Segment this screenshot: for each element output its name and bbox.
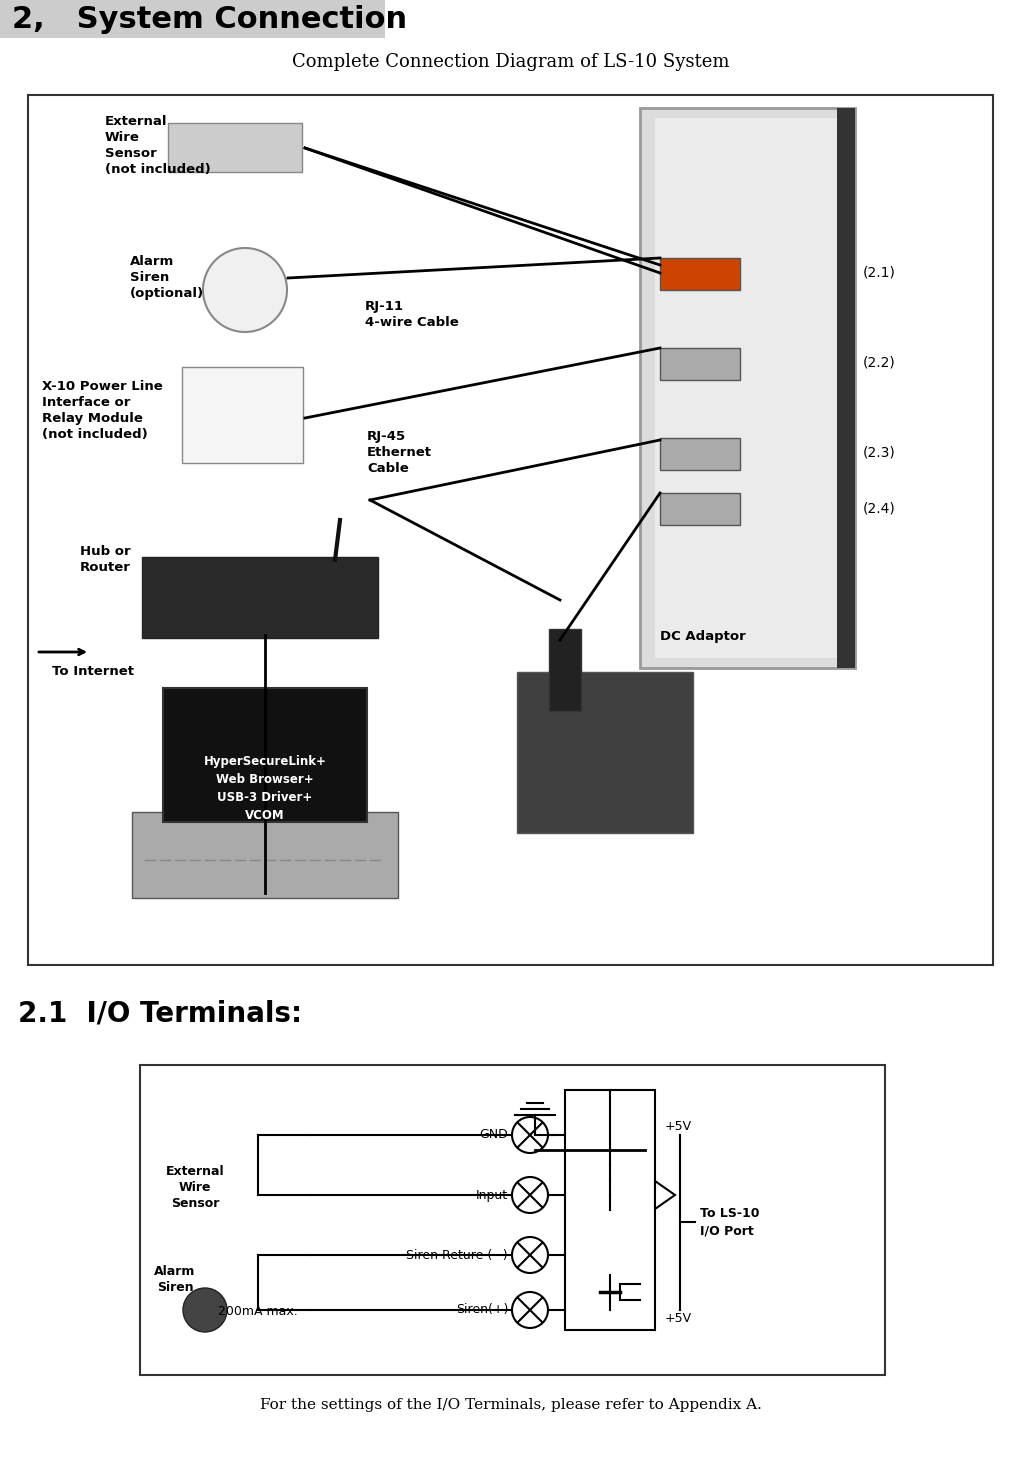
Text: +5V: +5V (665, 1311, 692, 1324)
FancyBboxPatch shape (549, 628, 581, 711)
Bar (660, 258, 740, 291)
Text: Siren Reture (−): Siren Reture (−) (406, 1248, 508, 1261)
Bar (660, 348, 740, 380)
Bar (655, 117, 840, 658)
Text: Siren(+): Siren(+) (455, 1304, 508, 1317)
Text: Alarm
Siren
(optional): Alarm Siren (optional) (130, 255, 204, 299)
Text: 200mA max.: 200mA max. (218, 1305, 298, 1318)
Text: RJ-45
Ethernet
Cable: RJ-45 Ethernet Cable (367, 430, 432, 476)
FancyBboxPatch shape (142, 556, 378, 639)
Circle shape (512, 1292, 548, 1329)
Text: External
Wire
Sensor
(not included): External Wire Sensor (not included) (105, 115, 210, 176)
Polygon shape (655, 1180, 675, 1210)
Text: 2,   System Connection: 2, System Connection (12, 4, 407, 34)
Text: (2.3): (2.3) (863, 446, 895, 459)
Circle shape (512, 1238, 548, 1273)
Bar (28, 95, 993, 964)
Text: (2.2): (2.2) (863, 357, 895, 370)
Circle shape (512, 1117, 548, 1152)
Text: Alarm
Siren: Alarm Siren (154, 1265, 196, 1293)
Text: To LS-10
I/O Port: To LS-10 I/O Port (700, 1207, 760, 1238)
Bar (660, 493, 740, 526)
Text: RJ-11
4-wire Cable: RJ-11 4-wire Cable (364, 299, 458, 329)
Text: External
Wire
Sensor: External Wire Sensor (165, 1166, 225, 1210)
Text: X-10 Power Line
Interface or
Relay Module
(not included): X-10 Power Line Interface or Relay Modul… (42, 380, 162, 440)
Circle shape (183, 1287, 227, 1331)
Text: To Internet: To Internet (52, 665, 134, 678)
Text: Complete Connection Diagram of LS-10 System: Complete Connection Diagram of LS-10 Sys… (292, 53, 730, 70)
Text: (2.4): (2.4) (863, 501, 895, 515)
Bar (837, 109, 855, 668)
Text: 2.1  I/O Terminals:: 2.1 I/O Terminals: (18, 1000, 302, 1028)
Text: Input: Input (476, 1189, 508, 1201)
Text: DC Adaptor: DC Adaptor (660, 630, 745, 643)
FancyBboxPatch shape (163, 688, 367, 822)
FancyBboxPatch shape (517, 672, 693, 832)
Circle shape (203, 248, 287, 332)
Text: For the settings of the I/O Terminals, please refer to Appendix A.: For the settings of the I/O Terminals, p… (260, 1398, 762, 1412)
FancyBboxPatch shape (168, 123, 302, 172)
FancyBboxPatch shape (182, 367, 303, 462)
Text: HyperSecureLink+
Web Browser+
USB-3 Driver+
VCOM: HyperSecureLink+ Web Browser+ USB-3 Driv… (203, 755, 327, 822)
Bar (640, 109, 855, 668)
Circle shape (512, 1177, 548, 1213)
Text: +5V: +5V (665, 1120, 692, 1133)
Text: Hub or
Router: Hub or Router (80, 545, 131, 574)
Bar (140, 1064, 885, 1376)
Bar (565, 1091, 655, 1330)
Bar (660, 437, 740, 470)
Bar (0, 0, 385, 38)
Text: GND: GND (479, 1129, 508, 1142)
Text: (2.1): (2.1) (863, 266, 895, 280)
FancyBboxPatch shape (132, 812, 398, 898)
